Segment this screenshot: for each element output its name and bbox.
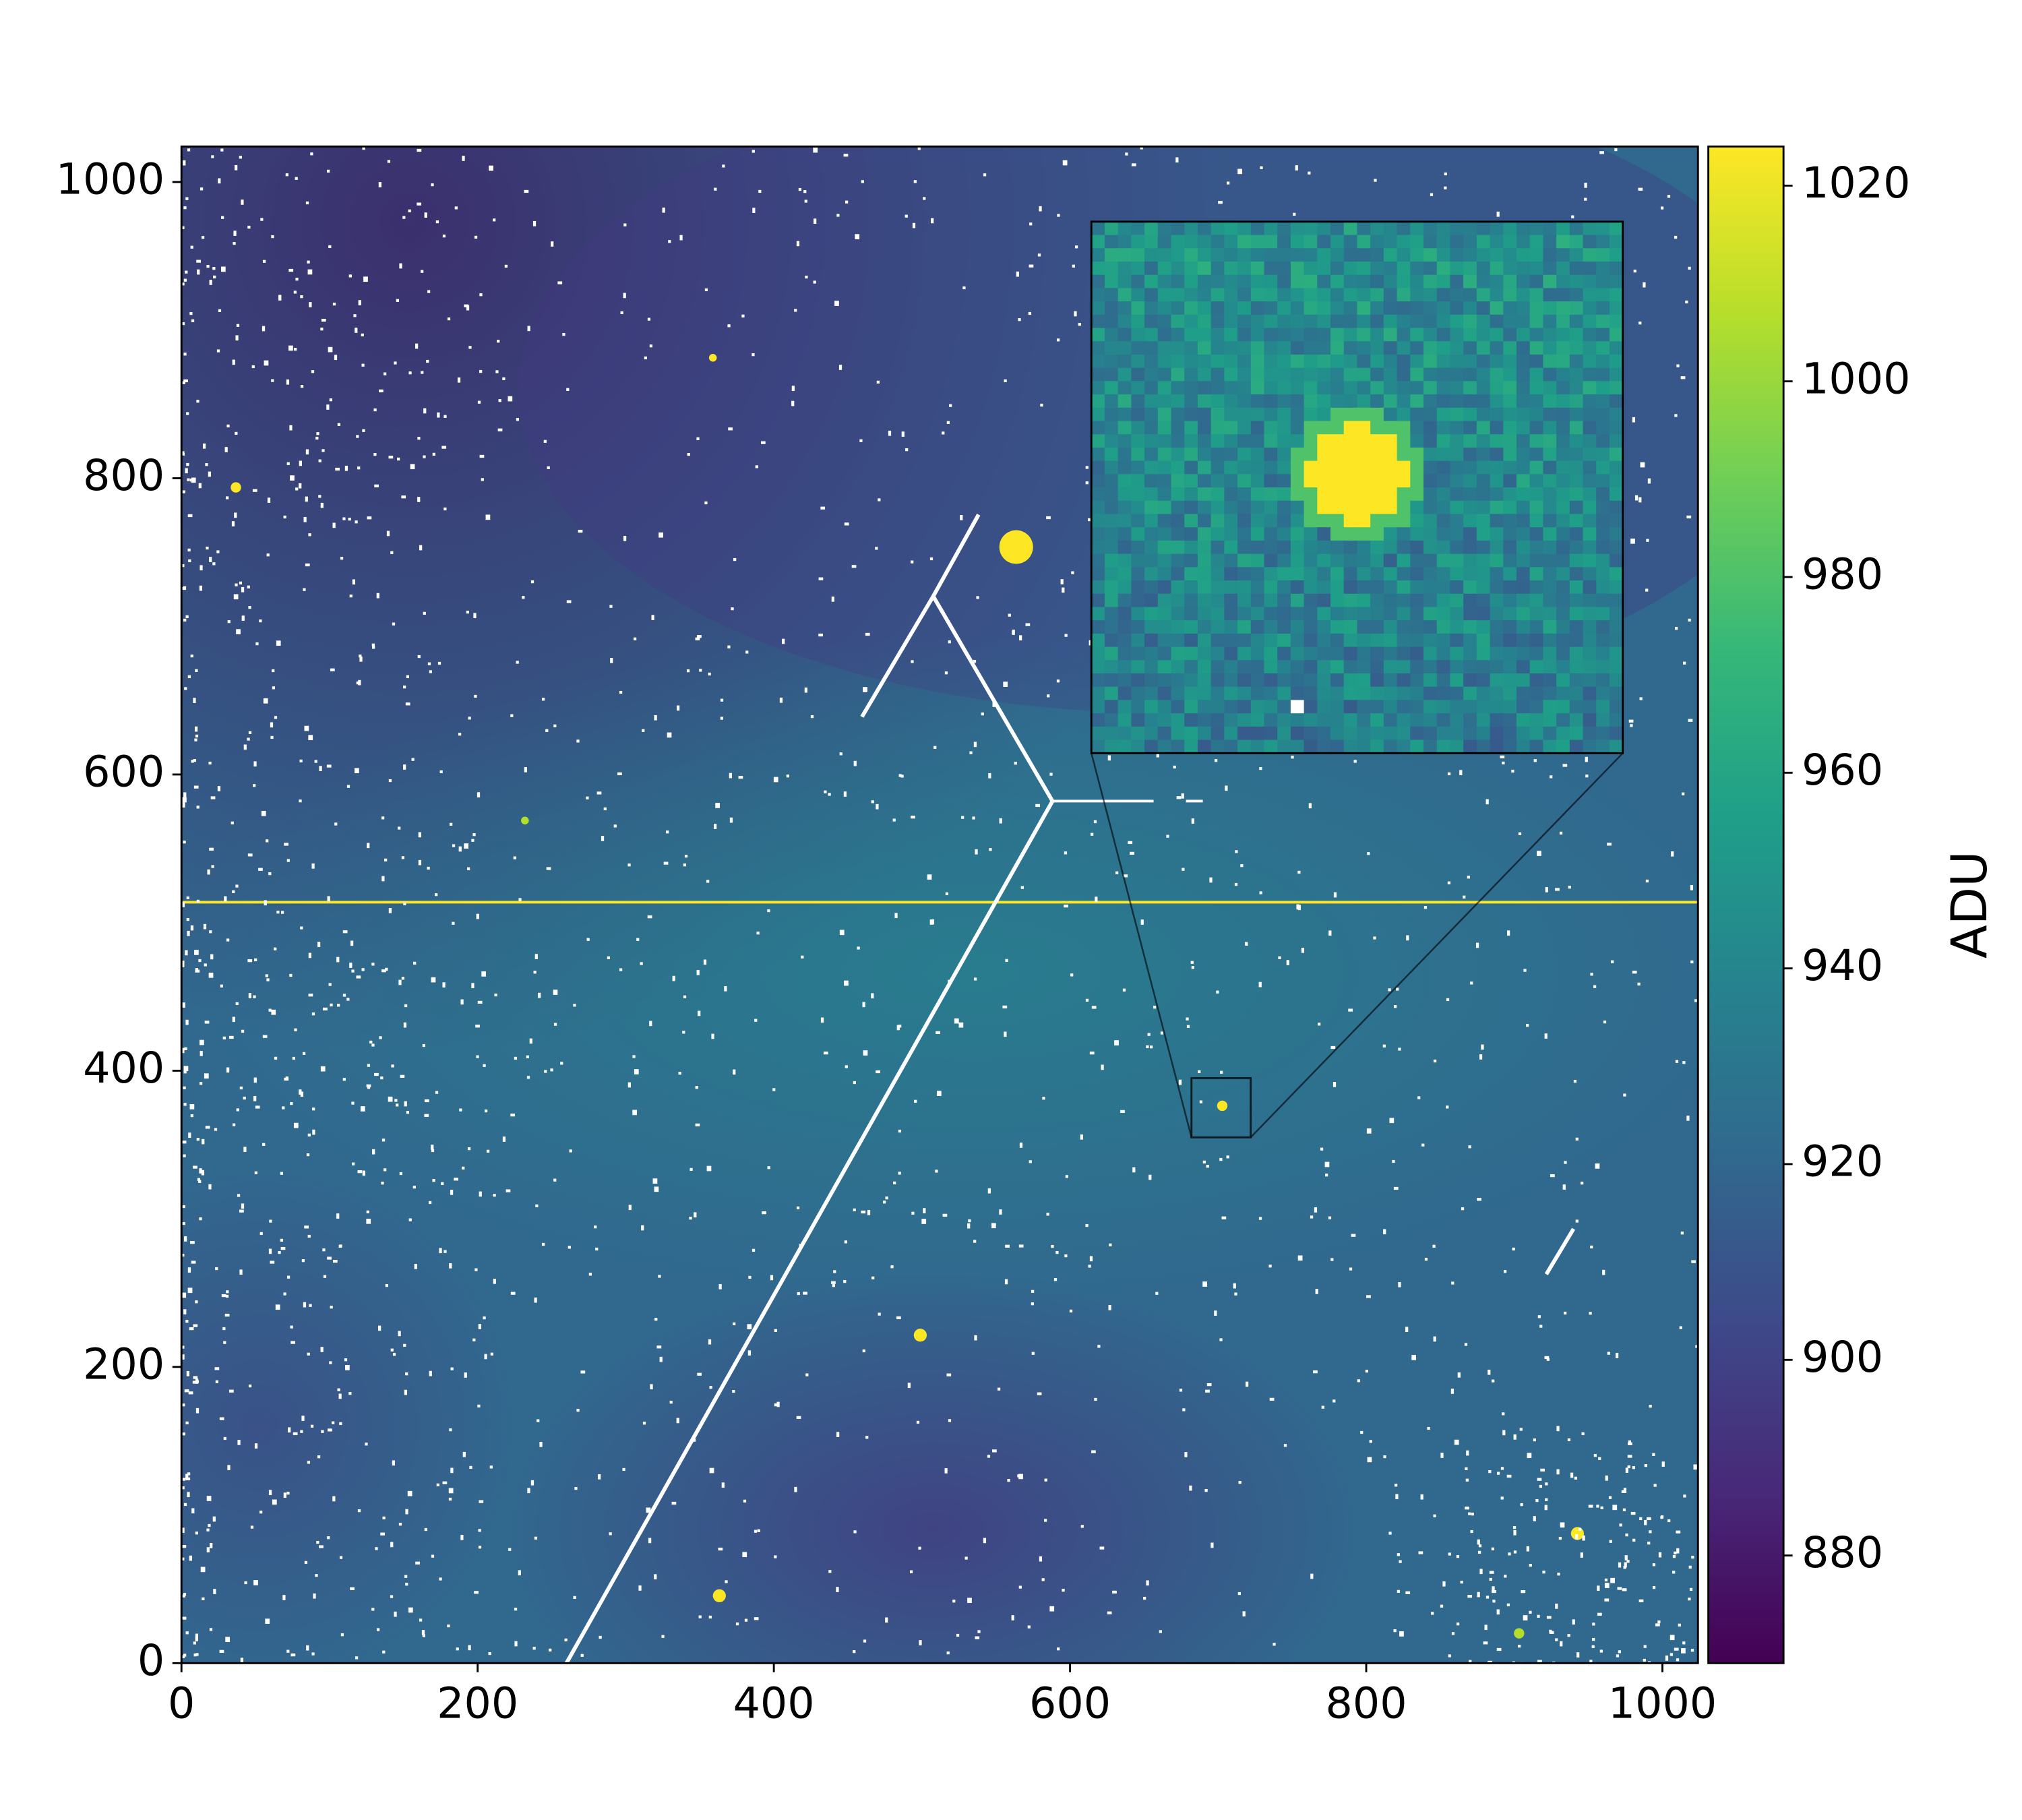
colorbar-tick-label: 900 (1802, 1332, 1883, 1382)
y-tick-label: 400 (83, 1043, 164, 1093)
colorbar-label: ADU (1941, 851, 1998, 959)
x-tick-label: 1000 (1608, 1678, 1717, 1728)
colorbar-tick-label: 1020 (1802, 158, 1910, 208)
inset (1090, 220, 1624, 1139)
y-tick-label: 800 (83, 450, 164, 500)
colorbar (1707, 145, 1785, 1664)
colorbar-tick-label: 880 (1802, 1527, 1883, 1577)
x-tick-label: 600 (1029, 1678, 1111, 1728)
y-tick-label: 0 (137, 1635, 164, 1685)
colorbar-tick-label: 980 (1802, 549, 1883, 599)
inset-frame (1090, 220, 1624, 754)
x-tick-label: 200 (437, 1678, 518, 1728)
axes-frame (180, 145, 1699, 1664)
colorbar-tick-label: 940 (1802, 940, 1883, 990)
x-tick-label: 0 (168, 1678, 195, 1728)
connector (1250, 752, 1624, 1139)
colorbar-tick-label: 960 (1802, 745, 1883, 795)
x-tick-label: 400 (733, 1678, 815, 1728)
y-tick-label: 1000 (56, 154, 164, 204)
y-tick-label: 600 (83, 747, 164, 797)
colorbar-tick-label: 920 (1802, 1136, 1883, 1186)
colorbar-tick-label: 1000 (1802, 353, 1910, 403)
zoom-box (1190, 1076, 1252, 1139)
x-tick-label: 800 (1325, 1678, 1407, 1728)
y-tick-label: 200 (83, 1339, 164, 1389)
connector (1091, 752, 1192, 1138)
